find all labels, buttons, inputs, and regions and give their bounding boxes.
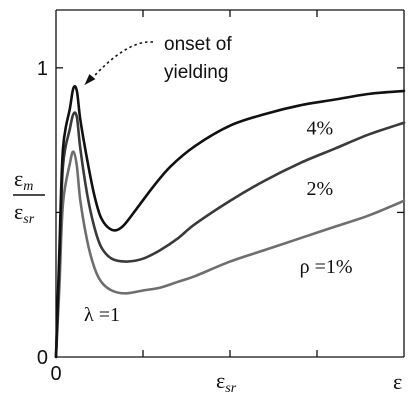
annotation-arrowhead: [84, 74, 96, 86]
y-num-symbol: ε: [14, 166, 23, 191]
series-line-2: [54, 111, 406, 359]
y-den-subscript: sr: [23, 212, 34, 227]
y-axis-label: εm εsr: [13, 166, 45, 227]
lambda-label: λ =1: [84, 304, 120, 326]
y-label-denominator: εsr: [14, 199, 35, 227]
y-den-symbol: ε: [14, 199, 23, 224]
x-label-symbol: ε: [216, 368, 225, 393]
series-lines: [54, 85, 406, 359]
series-label: ρ =1%: [300, 256, 353, 278]
x-label-subscript: sr: [225, 381, 236, 396]
x-axis-end-label: ε: [393, 369, 402, 394]
series-line-1: [54, 85, 406, 359]
onset-of-yielding-annotation: onset of yielding: [84, 34, 232, 86]
y-tick-label: 0: [37, 347, 48, 369]
tick-labels: 0 1 0: [37, 58, 62, 385]
series-label: 2%: [307, 178, 334, 200]
annotation-arrow: [88, 41, 154, 82]
y-label-numerator: εm: [14, 166, 33, 194]
series-line-3: [54, 150, 406, 359]
series-label: 4%: [307, 117, 334, 139]
annotation-line-1: onset of: [164, 34, 232, 55]
y-num-subscript: m: [23, 179, 33, 194]
y-tick-label: 1: [37, 58, 48, 80]
x-axis-label: εsr: [216, 368, 237, 396]
axis-ticks: [56, 10, 404, 357]
annotation-line-2: yielding: [164, 62, 228, 83]
series-labels: 4% 2% ρ =1%: [300, 117, 353, 278]
x-tick-label: 0: [50, 363, 61, 385]
